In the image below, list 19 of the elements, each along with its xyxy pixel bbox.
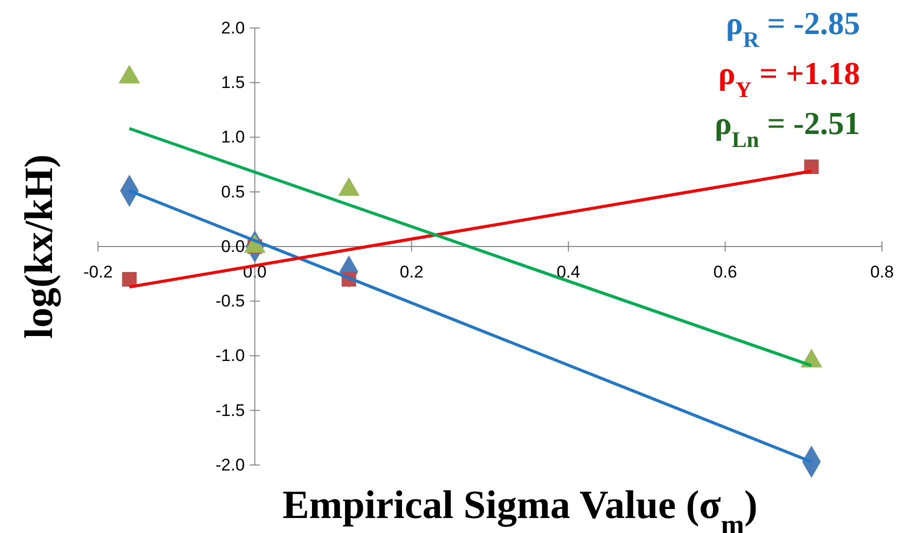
x-tick-label: 0.4 (556, 262, 580, 282)
y-tick-label: 1.5 (221, 73, 245, 92)
x-tick-label: -0.2 (83, 262, 113, 282)
annotation: ρ$_{R}$ = -2.85 (726, 5, 860, 52)
annotation: ρ$_{Y}$ = +1.18 (718, 55, 860, 102)
y-tick-label: 1.0 (221, 128, 245, 147)
x-tick-label: 0.6 (713, 262, 738, 282)
y-tick-label: -1.0 (216, 346, 245, 366)
x-tick-label: 0.8 (870, 262, 894, 282)
y-tick-label: -2.0 (216, 455, 245, 474)
y-tick-label: 2.0 (221, 18, 245, 38)
y-tick-label: 0.5 (221, 182, 245, 202)
y-tick-label: 0.0 (221, 236, 245, 256)
annotation: ρ$_{Ln}$ = -2.51 (714, 105, 860, 152)
x-tick-label: 0.2 (400, 262, 424, 282)
y-axis-title: log(kx/kH) (16, 154, 61, 339)
y-tick-label: -1.5 (216, 400, 245, 420)
point (122, 272, 137, 287)
y-tick-label: -0.5 (216, 292, 245, 311)
